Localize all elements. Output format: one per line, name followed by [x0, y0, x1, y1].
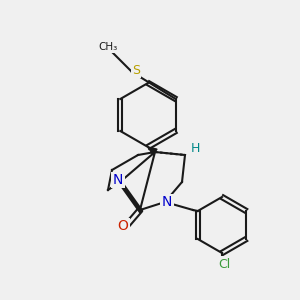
Text: H: H [190, 142, 200, 155]
Text: N: N [162, 195, 172, 209]
Text: O: O [118, 219, 128, 233]
Text: Cl: Cl [218, 257, 230, 271]
Polygon shape [148, 147, 157, 155]
Text: S: S [132, 64, 140, 76]
Text: N: N [113, 173, 123, 187]
Text: CH₃: CH₃ [98, 42, 118, 52]
